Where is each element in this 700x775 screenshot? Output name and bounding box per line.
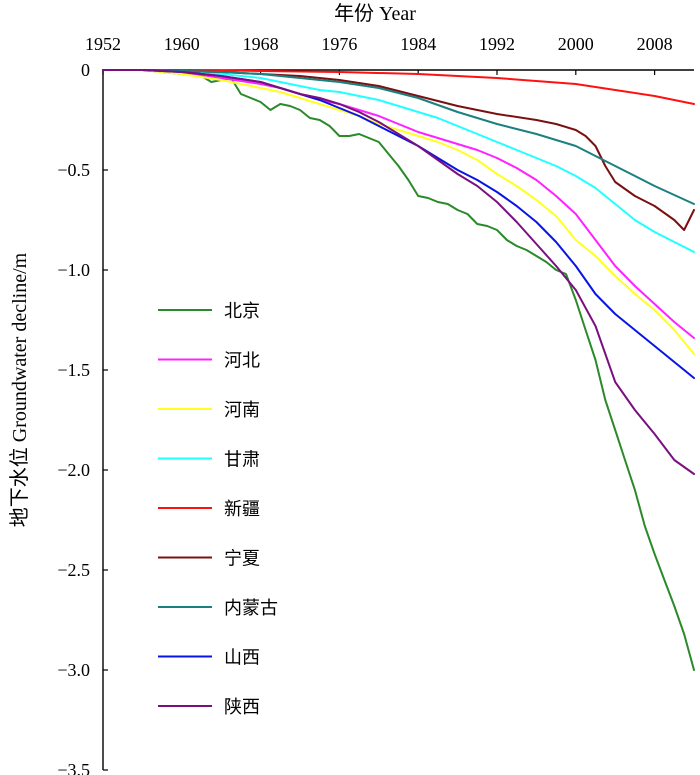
y-axis-title: 地下水位 Groundwater decline/m [8,252,31,527]
y-tick-label: −1.0 [57,260,90,280]
y-tick-label: −2.5 [57,560,90,580]
series-line-北京 [102,69,695,671]
y-tick-label: −1.5 [57,360,90,380]
y-axis-ticks: 0 −0.5 −1.0 −1.5 −2.0 −2.5 −3.0 −3.5 [57,60,108,775]
x-tick-label: 1960 [164,34,200,54]
legend-label: 内蒙古 [224,598,278,619]
legend-label: 山西 [224,648,260,669]
x-axis-ticks: 1952 1960 1968 1976 1984 1992 2000 2008 [85,34,673,75]
legend-label: 河南 [224,400,260,421]
legend-label: 河北 [224,351,260,372]
x-axis-title: 年份 Year [334,2,416,25]
legend-label: 甘肃 [224,450,260,471]
series-line-新疆 [102,69,695,105]
legend-label: 新疆 [224,499,260,520]
legend-label: 宁夏 [224,549,260,570]
x-tick-label: 2000 [558,34,594,54]
x-tick-label: 2008 [637,34,673,54]
legend-label: 北京 [224,301,260,322]
y-tick-label: 0 [81,60,90,80]
y-tick-label: −3.0 [57,660,90,680]
series-line-河南 [102,69,695,355]
y-tick-label: −0.5 [57,160,90,180]
x-tick-label: 1984 [400,34,436,54]
series-lines [102,69,695,671]
y-tick-label: −3.5 [57,760,90,775]
legend-label: 陕西 [224,697,260,718]
series-line-内蒙古 [102,69,695,205]
series-line-陕西 [102,69,695,475]
x-tick-label: 1952 [85,34,121,54]
x-tick-label: 1992 [479,34,515,54]
x-tick-label: 1968 [243,34,279,54]
x-tick-label: 1976 [321,34,357,54]
series-line-甘肃 [102,69,695,253]
series-line-山西 [102,69,695,379]
y-tick-label: −2.0 [57,460,90,480]
series-line-河北 [102,69,695,339]
